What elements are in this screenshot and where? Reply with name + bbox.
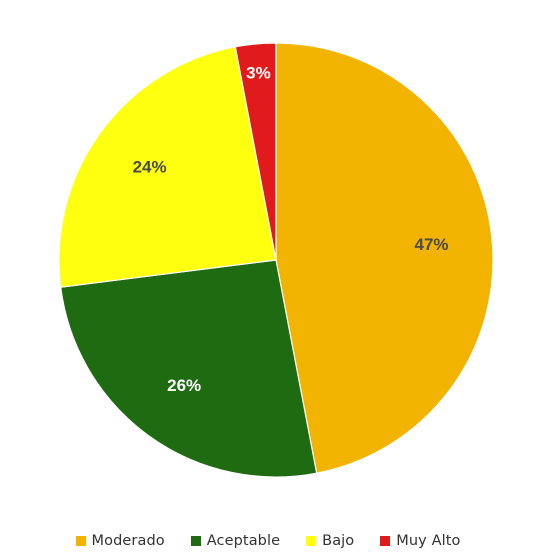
legend-label-bajo: Bajo (322, 533, 355, 549)
legend-label-aceptable: Aceptable (206, 533, 281, 549)
legend-label-moderado: Moderado (91, 533, 165, 549)
chart-legend: Moderado Aceptable Bajo Muy Alto (0, 529, 536, 553)
legend-item-aceptable: Aceptable (190, 533, 281, 549)
legend-label-muy-alto: Muy Alto (396, 533, 461, 549)
legend-swatch-aceptable (190, 536, 201, 546)
pie-slice-muy-alto (234, 42, 277, 261)
legend-item-muy-alto: Muy Alto (380, 533, 460, 549)
legend-item-bajo: Bajo (306, 533, 354, 549)
legend-swatch-bajo (306, 536, 317, 546)
pie-label-muy-alto: 3% (246, 64, 271, 83)
pie-label-aceptable: 26% (167, 376, 201, 395)
pie-slice-aceptable (60, 259, 318, 478)
legend-swatch-moderado (75, 536, 86, 546)
pie-label-bajo: 24% (133, 158, 167, 177)
pie-slice-bajo (58, 46, 277, 288)
pie-label-moderado: 47% (415, 235, 449, 254)
legend-swatch-muy-alto (380, 536, 391, 546)
legend-item-moderado: Moderado (75, 533, 165, 549)
pie-slice-moderado (275, 42, 494, 474)
